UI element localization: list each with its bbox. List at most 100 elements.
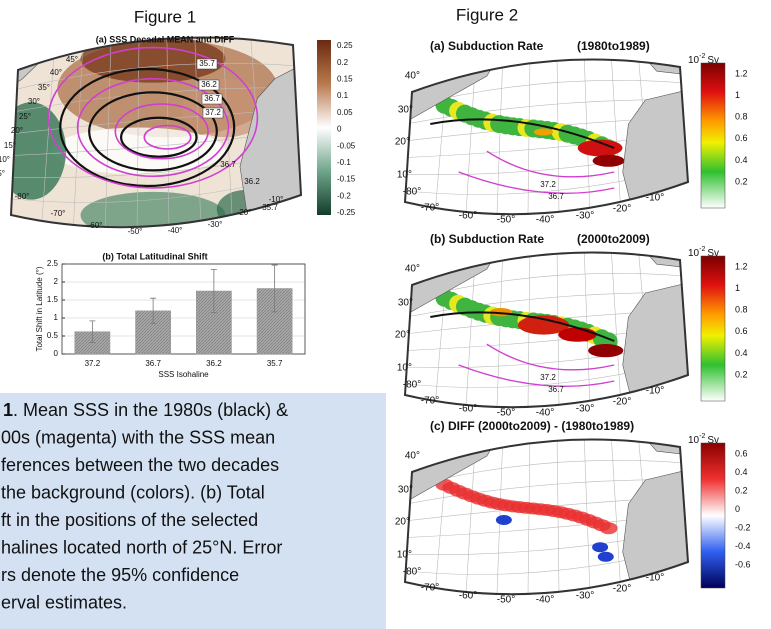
- contour-label: 36.7: [548, 192, 564, 201]
- colorbar-label: -0.2: [337, 191, 351, 200]
- colorbar-label: -0.6: [735, 559, 751, 569]
- unit-exponent: -2: [699, 246, 705, 253]
- colorbar-unit: 10-2 Sv: [688, 246, 719, 259]
- graticule: [166, 37, 170, 228]
- contour-1980s: [88, 91, 218, 172]
- lat-label: 30°: [28, 97, 40, 106]
- difference-negative: [592, 542, 609, 553]
- graticule: [527, 439, 531, 595]
- unit-base: 10: [688, 435, 700, 446]
- lat-label: 35°: [38, 83, 50, 92]
- graticule: [496, 59, 504, 215]
- lon-label: -70°: [51, 209, 66, 218]
- lon-label: -60°: [459, 211, 477, 222]
- lat-label: 10°: [397, 170, 412, 181]
- x-tick-label: 37.2: [85, 359, 101, 368]
- contour-1980s: [430, 118, 615, 149]
- colorbar-label: -0.2: [735, 522, 751, 532]
- panel-period: (2000to2009): [577, 232, 650, 246]
- error-bar: [89, 320, 96, 343]
- unit-base: 10: [688, 55, 700, 66]
- graticule: [104, 37, 112, 228]
- graticule: [556, 59, 560, 215]
- error-bar: [271, 264, 278, 313]
- graticule: [194, 37, 202, 228]
- plot-frame: [61, 263, 306, 355]
- lat-label: 20°: [11, 126, 23, 135]
- lon-label: -70°: [421, 203, 439, 214]
- contour-label: 36.7: [204, 94, 220, 103]
- colorbar-label: 0.6: [735, 326, 748, 336]
- colorbar-label: -0.1: [337, 158, 351, 167]
- lat-label: 25°: [19, 112, 31, 121]
- panel-title: (a) Subduction Rate: [430, 39, 544, 53]
- contour-label: 36.2: [201, 80, 217, 89]
- lon-label: -30°: [208, 220, 223, 229]
- contour-label: 36.7: [220, 160, 236, 169]
- graticule: [556, 439, 560, 595]
- colorbar-label: 0.1: [337, 91, 349, 100]
- lon-label: -60°: [459, 591, 477, 602]
- colorbar: [700, 62, 726, 209]
- map-title: (a) SSS Decadal MEAN and DIFF: [96, 34, 235, 44]
- graticule: [527, 59, 531, 215]
- figure-label: Figure 1: [134, 7, 196, 26]
- subduction-peak: [592, 154, 625, 167]
- lon-label: -70°: [421, 396, 439, 407]
- contour-2000s: [114, 103, 209, 160]
- lat-label: 15°: [4, 141, 16, 150]
- caption-text: ft in the positions of the selected: [1, 510, 258, 530]
- unit-space: Sv: [707, 248, 719, 259]
- caption-text: 00s (magenta) with the SSS mean: [1, 427, 275, 447]
- sss-anomaly: [80, 37, 226, 83]
- panel-title: (b) Subduction Rate: [430, 232, 544, 246]
- colorbar-label: 1: [735, 90, 740, 100]
- error-bar: [150, 297, 157, 324]
- colorbar-label: 0.8: [735, 112, 748, 122]
- lat-label: 30°: [398, 105, 413, 116]
- contour-label-box: [198, 79, 220, 91]
- x-tick-label: 36.2: [206, 359, 222, 368]
- lon-label: -40°: [536, 408, 554, 419]
- colorbar-label: 0.2: [735, 485, 748, 495]
- contour-label: 37.2: [540, 373, 556, 382]
- lat-label: 40°: [405, 71, 420, 82]
- map: [405, 439, 688, 595]
- lat-label: 40°: [405, 451, 420, 462]
- colorbar-label: 0.2: [735, 176, 748, 186]
- lon-label: -10°: [269, 195, 284, 204]
- colorbar-label: 0.2: [735, 369, 748, 379]
- colorbar-label: 0: [735, 504, 740, 514]
- panel-title: (c) DIFF (2000to2009) - (1980to1989): [430, 419, 634, 433]
- panel-title-text: (b) Subduction Rate: [430, 232, 544, 246]
- graticule: [136, 37, 140, 228]
- caption-line: halines located north of 25°N. Error: [1, 537, 282, 557]
- colorbar: [317, 40, 331, 215]
- colorbar-label: 0: [337, 125, 342, 134]
- contour-1980s: [430, 311, 615, 342]
- lon-label: -60°: [459, 404, 477, 415]
- lat-label: 5°: [0, 169, 5, 178]
- colorbar: [700, 255, 726, 402]
- y-tick-label: 0.5: [47, 331, 59, 340]
- lon-label: -20°: [237, 208, 252, 217]
- lon-label: -80°: [403, 567, 421, 578]
- contour-label-box: [196, 58, 218, 70]
- caption-text: halines located north of 25°N. Error: [1, 537, 282, 557]
- y-tick-label: 0: [54, 349, 59, 358]
- lon-label: -50°: [497, 595, 515, 606]
- unit-space: Sv: [707, 55, 719, 66]
- graticule: [39, 37, 57, 228]
- difference-band: [599, 522, 618, 535]
- lon-label: -10°: [646, 193, 664, 204]
- colorbar-label: 0.6: [735, 133, 748, 143]
- map-border: [403, 58, 690, 216]
- y-tick-label: 1: [54, 313, 59, 322]
- sss-anomaly: [51, 127, 226, 175]
- lon-label: -20°: [613, 204, 631, 215]
- contour-2000s: [143, 124, 192, 150]
- caption-text: erval estimates.: [1, 592, 127, 612]
- lon-label: -70°: [421, 583, 439, 594]
- lat-label: 20°: [395, 517, 410, 528]
